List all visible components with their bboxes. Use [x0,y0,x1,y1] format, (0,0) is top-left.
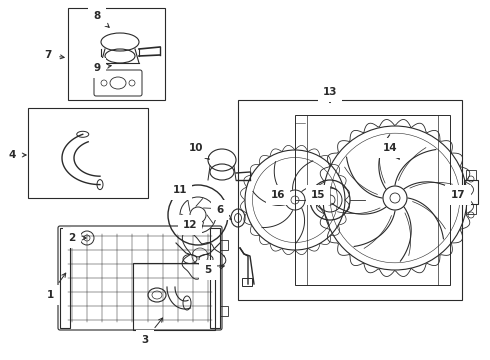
Text: 11: 11 [173,185,189,198]
Bar [295,115,450,285]
Bar [466,204,476,214]
Bar [220,240,228,250]
Text: 7: 7 [44,50,64,60]
Text: 1: 1 [47,273,66,300]
Text: 4: 4 [8,150,26,160]
Text: 17: 17 [451,190,465,201]
Text: 14: 14 [383,143,399,159]
Text: 2: 2 [69,233,86,243]
Bar [238,100,462,300]
Bar [466,170,476,180]
Bar [220,306,228,316]
Text: 6: 6 [217,205,231,219]
Text: 15: 15 [311,190,325,202]
Bar [133,263,215,330]
Bar [464,180,478,204]
Bar [60,228,70,328]
Text: 12: 12 [183,220,197,230]
Bar [242,278,252,286]
Bar [210,228,220,328]
Bar [28,108,148,198]
Text: 10: 10 [189,143,209,159]
Text: 9: 9 [94,63,111,73]
Text: 16: 16 [271,190,285,201]
Text: 5: 5 [204,265,224,275]
Bar [68,8,165,100]
Text: 13: 13 [323,87,337,102]
Text: 8: 8 [94,11,109,27]
Text: 3: 3 [142,318,163,345]
